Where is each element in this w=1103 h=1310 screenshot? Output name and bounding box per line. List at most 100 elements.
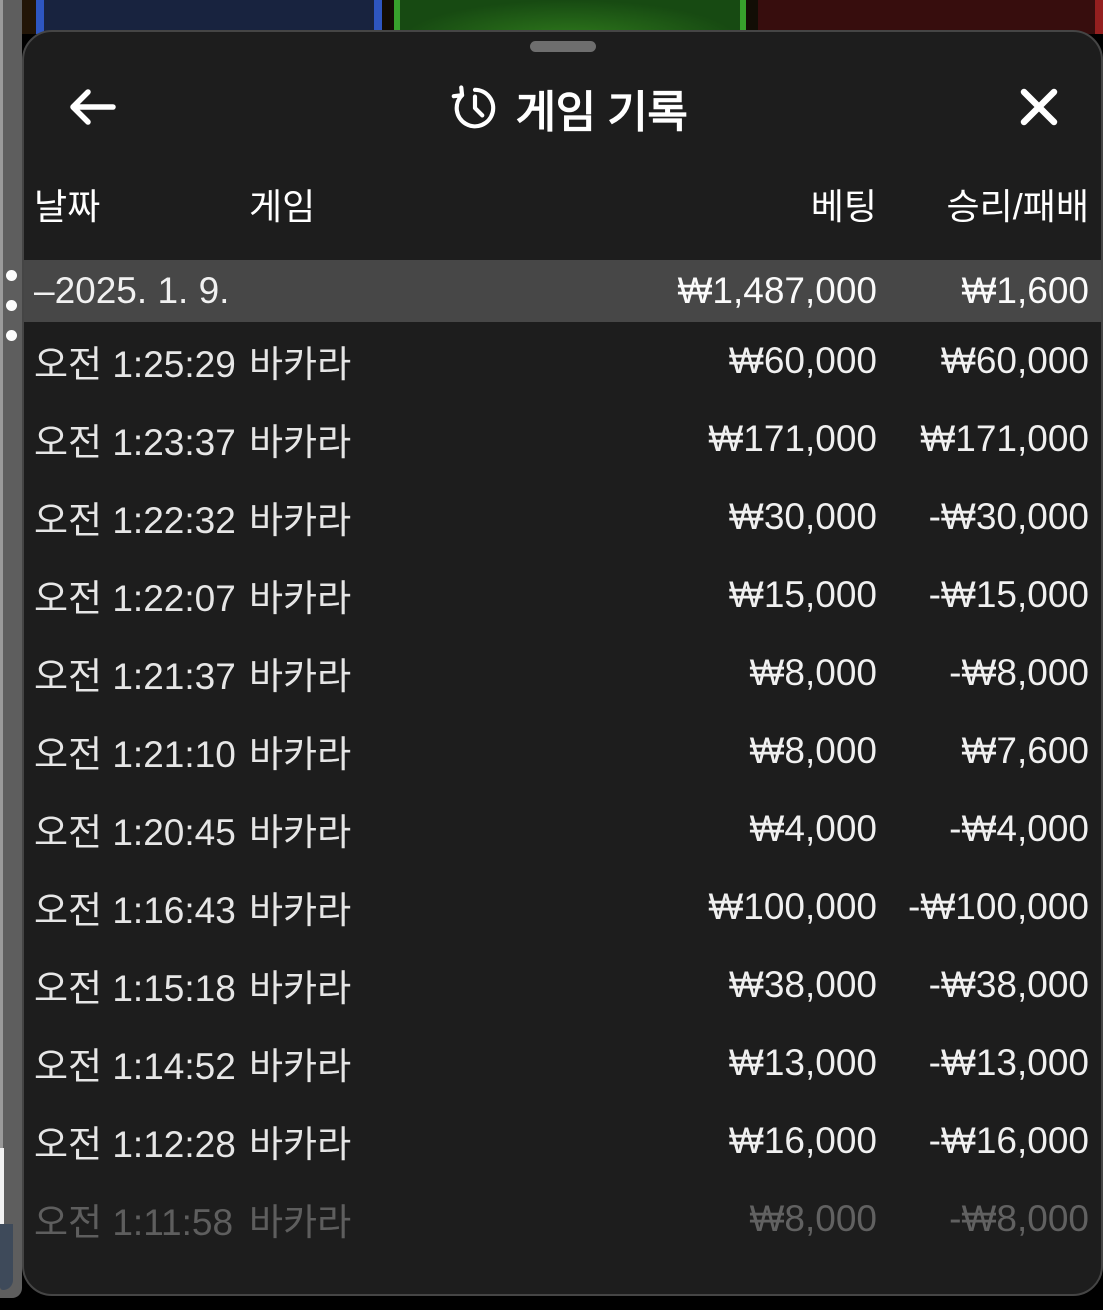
row-winloss: -₩8,000 (949, 1198, 1089, 1239)
game-history-row[interactable]: 오전 1:20:45 바카라 ₩4,000 -₩4,000 (24, 790, 1101, 868)
table-column-headers: 날짜 게임 베팅 승리/패배 (24, 186, 1101, 230)
rail-dot (6, 300, 17, 311)
rail-dot (6, 330, 17, 341)
sheet-header: 게임 기록 (24, 66, 1101, 150)
row-time: 오전 1:20:45 (34, 812, 236, 853)
history-clock-icon (450, 81, 500, 136)
background-game-table-strip (22, 0, 1103, 34)
game-history-row[interactable]: 오전 1:22:07 바카라 ₩15,000 -₩15,000 (24, 556, 1101, 634)
back-arrow-icon (64, 83, 120, 134)
row-time: 오전 1:15:18 (34, 968, 236, 1009)
row-game: 바카라 (249, 656, 352, 697)
game-history-row[interactable]: 오전 1:12:28 바카라 ₩16,000 -₩16,000 (24, 1102, 1101, 1180)
row-bet: ₩4,000 (749, 808, 877, 849)
row-bet: ₩13,000 (728, 1042, 877, 1083)
row-bet: ₩171,000 (708, 418, 877, 459)
column-header-game: 게임 (249, 186, 316, 227)
row-game: 바카라 (249, 344, 352, 385)
row-game: 바카라 (249, 422, 352, 463)
game-history-sheet: 게임 기록 날짜 게임 베팅 승리/패배 –2025. 1. 9. ₩1,487… (22, 30, 1103, 1296)
row-winloss: -₩15,000 (928, 574, 1089, 615)
game-history-row[interactable]: 오전 1:14:52 바카라 ₩13,000 -₩13,000 (24, 1024, 1101, 1102)
rail-dot (6, 270, 17, 281)
red-bet-area-border (1095, 0, 1103, 34)
row-time: 오전 1:25:29 (34, 344, 236, 385)
game-history-list[interactable]: 오전 1:25:29 바카라 ₩60,000 ₩60,000 오전 1:23:3… (24, 322, 1101, 1258)
row-game: 바카라 (249, 1124, 352, 1165)
rail-bottom-panel-corner (0, 1224, 13, 1290)
row-winloss: ₩60,000 (940, 340, 1089, 381)
row-bet: ₩8,000 (749, 1198, 877, 1239)
close-x-icon (1017, 85, 1061, 132)
row-bet: ₩100,000 (708, 886, 877, 927)
row-bet: ₩8,000 (749, 730, 877, 771)
drag-handle[interactable] (529, 41, 596, 52)
row-time: 오전 1:11:58 (34, 1202, 234, 1243)
red-bet-area (758, 0, 1095, 34)
row-winloss: -₩13,000 (928, 1042, 1089, 1083)
row-game: 바카라 (249, 890, 352, 931)
row-time: 오전 1:22:32 (34, 500, 236, 541)
summary-winloss: ₩1,600 (961, 270, 1089, 311)
row-winloss: -₩4,000 (949, 808, 1089, 849)
game-history-row[interactable]: 오전 1:11:58 바카라 ₩8,000 -₩8,000 (24, 1180, 1101, 1258)
blue-bet-area-border (374, 0, 382, 34)
daily-summary-row[interactable]: –2025. 1. 9. ₩1,487,000 ₩1,600 (24, 260, 1101, 322)
game-history-row[interactable]: 오전 1:21:37 바카라 ₩8,000 -₩8,000 (24, 634, 1101, 712)
game-history-row[interactable]: 오전 1:23:37 바카라 ₩171,000 ₩171,000 (24, 400, 1101, 478)
row-time: 오전 1:23:37 (34, 422, 236, 463)
row-game: 바카라 (249, 812, 352, 853)
green-bet-area (400, 0, 740, 34)
row-time: 오전 1:12:28 (34, 1124, 236, 1165)
blue-bet-area (44, 0, 374, 34)
left-rail (0, 0, 22, 1298)
game-history-row[interactable]: 오전 1:21:10 바카라 ₩8,000 ₩7,600 (24, 712, 1101, 790)
row-winloss: ₩171,000 (920, 418, 1089, 459)
blue-bet-area-border (36, 0, 44, 34)
row-time: 오전 1:16:43 (34, 890, 236, 931)
close-button[interactable] (1017, 85, 1061, 132)
row-bet: ₩15,000 (728, 574, 877, 615)
row-game: 바카라 (249, 1202, 352, 1243)
row-bet: ₩38,000 (728, 964, 877, 1005)
sheet-title: 게임 기록 (515, 88, 688, 137)
column-header-winloss: 승리/패배 (946, 186, 1089, 227)
game-history-row[interactable]: 오전 1:22:32 바카라 ₩30,000 -₩30,000 (24, 478, 1101, 556)
column-header-bet: 베팅 (810, 186, 877, 227)
row-time: 오전 1:21:10 (34, 734, 236, 775)
table-gap (382, 0, 394, 34)
game-history-row[interactable]: 오전 1:16:43 바카라 ₩100,000 -₩100,000 (24, 868, 1101, 946)
row-winloss: -₩30,000 (928, 496, 1089, 537)
green-bet-area-border (394, 0, 400, 34)
row-time: 오전 1:14:52 (34, 1046, 236, 1087)
green-bet-area-border (740, 0, 746, 34)
game-history-row[interactable]: 오전 1:25:29 바카라 ₩60,000 ₩60,000 (24, 322, 1101, 400)
row-game: 바카라 (249, 734, 352, 775)
row-time: 오전 1:22:07 (34, 578, 236, 619)
rail-edge-line (0, 0, 3, 1148)
row-game: 바카라 (249, 500, 352, 541)
row-game: 바카라 (249, 968, 352, 1009)
row-winloss: -₩100,000 (908, 886, 1089, 927)
row-bet: ₩8,000 (749, 652, 877, 693)
row-game: 바카라 (249, 578, 352, 619)
row-winloss: -₩38,000 (928, 964, 1089, 1005)
game-history-row[interactable]: 오전 1:15:18 바카라 ₩38,000 -₩38,000 (24, 946, 1101, 1024)
summary-bet: ₩1,487,000 (677, 270, 877, 311)
row-winloss: -₩8,000 (949, 652, 1089, 693)
row-winloss: ₩7,600 (961, 730, 1089, 771)
row-bet: ₩60,000 (728, 340, 877, 381)
back-button[interactable] (64, 83, 120, 134)
sheet-title-group: 게임 기록 (120, 76, 1017, 140)
table-edge (22, 0, 36, 34)
row-bet: ₩16,000 (728, 1120, 877, 1161)
column-header-date: 날짜 (34, 186, 101, 227)
table-gap (746, 0, 758, 34)
row-winloss: -₩16,000 (928, 1120, 1089, 1161)
summary-date: –2025. 1. 9. (34, 270, 230, 311)
row-time: 오전 1:21:37 (34, 656, 236, 697)
row-bet: ₩30,000 (728, 496, 877, 537)
row-game: 바카라 (249, 1046, 352, 1087)
rail-edge-highlight (0, 1148, 4, 1238)
